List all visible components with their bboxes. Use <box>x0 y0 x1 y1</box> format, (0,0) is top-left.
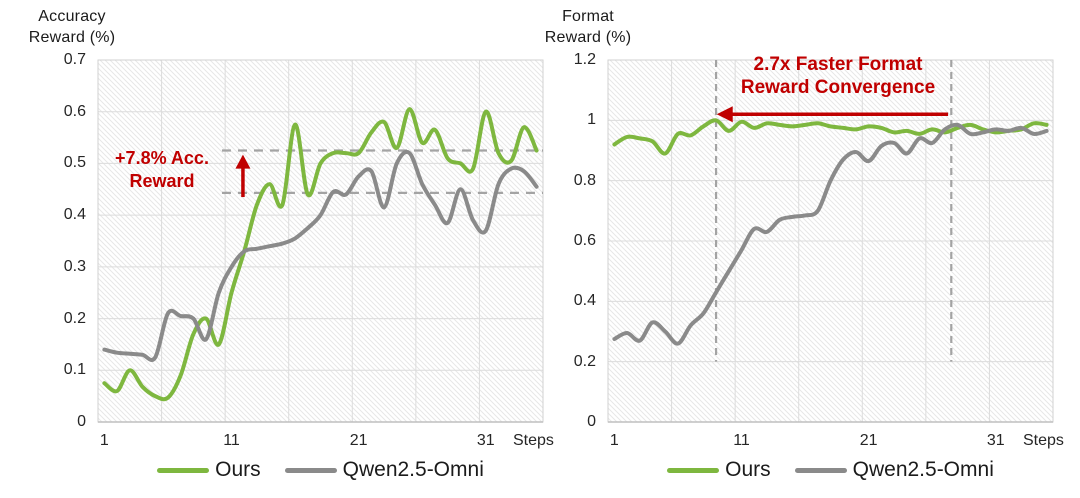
accuracy-gain-annotation: +7.8% Acc. Reward <box>82 147 242 193</box>
legend-item-ours: Ours <box>157 458 261 482</box>
format-chart-title: Format Reward (%) <box>528 6 648 48</box>
y-tick-label: 1.2 <box>573 51 596 68</box>
qwen-legend-label: Qwen2.5-Omni <box>342 458 484 481</box>
y-tick-label: 0.6 <box>63 102 86 120</box>
accuracy-title-line1: Accuracy <box>38 8 106 25</box>
ours-legend-label: Ours <box>215 458 261 481</box>
qwen-legend-label: Qwen2.5-Omni <box>852 458 994 481</box>
ours-line-swatch <box>667 467 720 473</box>
format-title-line2: Reward (%) <box>544 29 632 46</box>
convergence-annotation-line2: Reward Convergence <box>740 77 936 98</box>
qwen-line-swatch <box>284 467 337 473</box>
x-tick-label: 21 <box>859 432 878 449</box>
y-tick-label: 0 <box>587 413 596 430</box>
legend-item-qwen: Qwen2.5-Omni <box>794 458 994 482</box>
y-tick-label: 0.1 <box>63 361 86 379</box>
convergence-annotation: 2.7x Faster Format Reward Convergence <box>698 53 978 99</box>
y-tick-label: 0.2 <box>573 352 596 370</box>
accuracy-gain-annotation-line2: Reward <box>129 171 195 191</box>
y-tick-label: 0.5 <box>63 154 86 172</box>
convergence-annotation-line1: 2.7x Faster Format <box>753 54 923 75</box>
accuracy-chart-legend: Ours Qwen2.5-Omni <box>98 455 543 485</box>
x-tick-label: 11 <box>223 432 240 449</box>
x-tick-label: 31 <box>986 432 1005 449</box>
accuracy-chart-title: Accuracy Reward (%) <box>12 6 132 48</box>
y-tick-label: 0 <box>77 413 86 430</box>
plot-hatch-background <box>98 60 543 422</box>
y-tick-label: 0.6 <box>573 232 596 249</box>
convergence-arrowhead <box>716 106 733 123</box>
accuracy-title-line2: Reward (%) <box>28 29 116 46</box>
ours-line-swatch <box>157 467 210 473</box>
format-title-line1: Format <box>562 8 614 25</box>
legend-item-ours: Ours <box>667 458 771 482</box>
legend-item-qwen: Qwen2.5-Omni <box>284 458 484 482</box>
x-tick-label: 1 <box>99 432 109 449</box>
qwen2-5-omni-line <box>102 149 539 362</box>
x-tick-label: 1 <box>609 432 619 449</box>
y-tick-label: 0.8 <box>573 171 596 189</box>
y-tick-label: 0.4 <box>573 292 596 310</box>
accuracy-gain-arrowhead <box>235 154 251 169</box>
ours-line <box>612 118 1049 156</box>
y-tick-label: 0.3 <box>63 257 86 275</box>
x-axis-unit-label: Steps <box>1023 432 1064 449</box>
format-chart-legend: Ours Qwen2.5-Omni <box>608 455 1053 485</box>
x-axis-unit-label: Steps <box>513 432 554 449</box>
y-tick-label: 0.4 <box>63 206 86 224</box>
y-tick-label: 0.7 <box>63 51 86 68</box>
accuracy-gain-annotation-line1: +7.8% Acc. <box>115 148 209 168</box>
y-tick-label: 1 <box>587 111 596 129</box>
x-tick-label: 11 <box>733 432 750 449</box>
ours-legend-label: Ours <box>725 458 771 481</box>
x-tick-label: 21 <box>349 432 368 449</box>
ours-line <box>102 107 539 402</box>
x-tick-label: 31 <box>476 432 495 449</box>
qwen2-5-omni-line <box>612 122 1049 346</box>
qwen-line-swatch <box>794 467 847 473</box>
y-tick-label: 0.2 <box>63 309 86 327</box>
